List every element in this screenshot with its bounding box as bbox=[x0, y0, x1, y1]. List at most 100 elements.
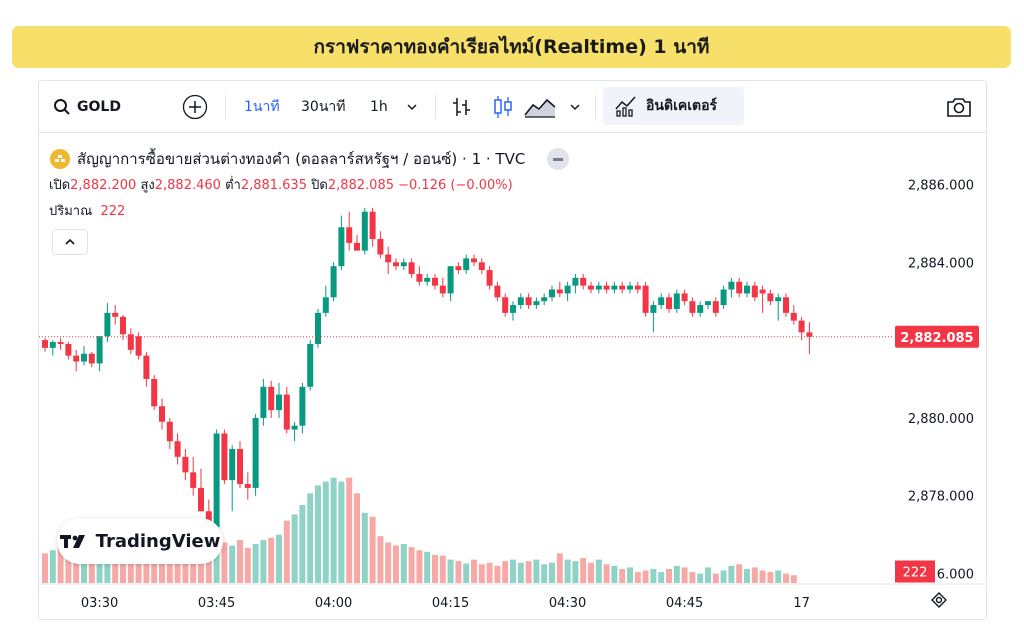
bar-style-button[interactable] bbox=[451, 81, 473, 132]
indicators-button[interactable]: อินดิเคเตอร์ bbox=[603, 87, 744, 125]
volume-bar bbox=[588, 562, 594, 583]
candle-body bbox=[400, 262, 407, 267]
volume-bar bbox=[736, 564, 743, 583]
volume-bar bbox=[627, 567, 633, 583]
candle-body bbox=[533, 301, 540, 306]
volume-bar bbox=[377, 536, 384, 583]
volume-bar bbox=[759, 570, 766, 583]
volume-bar bbox=[510, 559, 516, 583]
time-tick-label: 04:15 bbox=[432, 596, 469, 611]
snapshot-button[interactable] bbox=[945, 81, 973, 132]
candle-body bbox=[619, 285, 626, 290]
candle-body bbox=[354, 242, 360, 251]
volume-bar bbox=[221, 542, 228, 583]
volume-bar bbox=[728, 565, 735, 583]
candle-body bbox=[806, 332, 813, 337]
volume-bar bbox=[697, 573, 704, 583]
candle-body bbox=[416, 273, 423, 282]
candle-body bbox=[588, 285, 594, 290]
volume-bar bbox=[104, 545, 111, 583]
interval-1h[interactable]: 1h bbox=[370, 98, 388, 115]
volume-bar bbox=[49, 550, 56, 583]
volume-bar bbox=[120, 549, 126, 583]
candle-body bbox=[510, 305, 516, 313]
symbol-search-button[interactable]: GOLD bbox=[53, 81, 121, 132]
time-tick-label: 03:45 bbox=[198, 596, 235, 611]
toolbar-divider bbox=[435, 95, 436, 119]
volume-bar bbox=[580, 558, 587, 583]
gear-center bbox=[935, 596, 943, 604]
volume-bar bbox=[346, 477, 353, 583]
candle-body bbox=[229, 449, 236, 481]
candle-body bbox=[198, 487, 204, 512]
candle-body bbox=[252, 417, 259, 488]
low-label: ต่ำ bbox=[225, 178, 241, 193]
close-value: 2,882.085 bbox=[327, 178, 394, 193]
volume-bar bbox=[432, 554, 438, 583]
volume-bar bbox=[127, 551, 134, 583]
volume-bar bbox=[276, 534, 282, 583]
volume-label: ปริมาณ bbox=[49, 204, 93, 219]
candle-body bbox=[73, 355, 80, 362]
candle-body bbox=[182, 456, 189, 473]
change-value: −0.126 (−0.00%) bbox=[398, 178, 513, 193]
candle-body bbox=[751, 285, 758, 298]
search-icon bbox=[54, 98, 70, 115]
last-price-badge bbox=[895, 325, 979, 348]
gear-outline bbox=[931, 592, 947, 608]
volume-bar bbox=[595, 559, 602, 583]
close-label: ปิด bbox=[311, 178, 328, 193]
chart-area[interactable]: 2,886.000 2,884.000 2,880.000 2,878.000 6.00… bbox=[39, 133, 986, 619]
candle-body bbox=[135, 336, 142, 356]
area-style-button[interactable] bbox=[523, 81, 557, 132]
chevron-up-icon bbox=[65, 238, 75, 245]
candle-body bbox=[494, 285, 501, 298]
candle-body bbox=[689, 301, 696, 313]
volume-bar bbox=[135, 550, 142, 583]
candle-body bbox=[673, 293, 680, 309]
compare-symbol-button[interactable] bbox=[182, 81, 208, 132]
candle-body bbox=[283, 394, 290, 430]
candle-style-button[interactable] bbox=[491, 81, 515, 132]
candle-body bbox=[268, 386, 275, 411]
candle-body bbox=[174, 441, 181, 457]
candle-body bbox=[455, 266, 462, 271]
candle-body bbox=[65, 343, 72, 356]
volume-bar bbox=[783, 573, 789, 583]
candle-body bbox=[166, 421, 173, 442]
volume-bar bbox=[681, 567, 688, 583]
settings-gear-icon[interactable] bbox=[931, 592, 947, 608]
candle-body bbox=[120, 316, 126, 335]
volume-bar bbox=[517, 562, 524, 583]
candle-body bbox=[783, 297, 789, 313]
price-chart[interactable]: 2,886.000 2,884.000 2,880.000 2,878.000 6.00… bbox=[39, 133, 986, 619]
interval-dropdown[interactable] bbox=[406, 81, 418, 132]
candle-body bbox=[143, 355, 150, 379]
volume-bar bbox=[73, 554, 80, 583]
volume-bar bbox=[494, 565, 501, 583]
interval-30min[interactable]: 30นาที bbox=[301, 98, 346, 115]
interval-1min[interactable]: 1นาที bbox=[244, 98, 280, 115]
status-dot[interactable] bbox=[547, 148, 570, 170]
volume-bar bbox=[471, 559, 477, 583]
candle-body bbox=[221, 433, 228, 481]
volume-bar bbox=[96, 551, 103, 583]
price-tick-label: 2,880.000 bbox=[908, 412, 974, 427]
volume-bar bbox=[564, 559, 571, 583]
chart-style-dropdown[interactable] bbox=[569, 81, 581, 132]
legend-collapse-button[interactable] bbox=[52, 229, 88, 255]
volume-bar bbox=[88, 555, 95, 583]
volume-bar bbox=[354, 493, 360, 583]
candle-body bbox=[190, 472, 197, 488]
chart-widget: GOLD 1นาที 30นาที 1h อินดิเคเตอร์ bbox=[38, 80, 987, 620]
tradingview-logo[interactable]: TradingView bbox=[57, 518, 223, 564]
candle-body bbox=[478, 262, 485, 271]
volume-bar bbox=[619, 568, 626, 583]
gold-symbol-icon bbox=[50, 149, 70, 169]
volume-bar bbox=[81, 553, 87, 583]
indicators-label: อินดิเคเตอร์ bbox=[646, 98, 718, 114]
volume-bar bbox=[315, 485, 321, 583]
candle-body bbox=[502, 297, 509, 313]
chart-toolbar: GOLD 1นาที 30นาที 1h อินดิเคเตอร์ bbox=[39, 81, 986, 133]
candle-body bbox=[127, 334, 134, 350]
